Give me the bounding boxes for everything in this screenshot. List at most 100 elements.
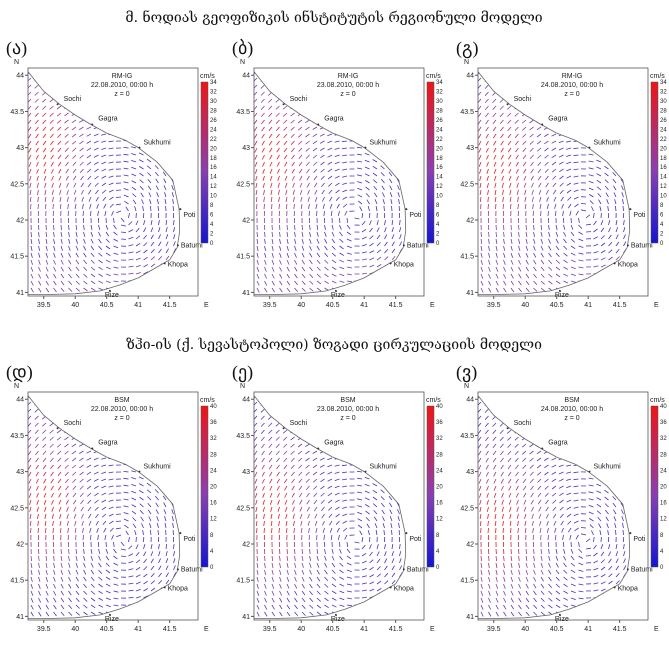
current-arrow bbox=[158, 530, 159, 535]
colorbar-tick-label: 36 bbox=[660, 420, 667, 426]
map-panel: (ბ)SochiGagraSukhumiPotiBatumiKhopaRize3… bbox=[232, 38, 443, 309]
colorbar-tick-label: 2 bbox=[660, 232, 664, 238]
colorbar-tick-label: 4 bbox=[210, 549, 214, 555]
city-dot bbox=[179, 532, 181, 534]
x-tick-label: 41.5 bbox=[613, 626, 627, 633]
colorbar-tick-label: 26 bbox=[210, 118, 217, 124]
y-tick-label: 42 bbox=[16, 542, 24, 549]
y-axis-label: N bbox=[464, 59, 469, 66]
depth-label: z = 0 bbox=[114, 91, 129, 98]
y-axis-label: N bbox=[14, 383, 19, 390]
colorbar-tick-label: 12 bbox=[210, 517, 217, 523]
colorbar-tick-label: 0 bbox=[210, 241, 214, 247]
x-tick-label: 40.5 bbox=[100, 302, 114, 309]
colorbar-tick-label: 10 bbox=[436, 194, 443, 200]
colorbar-tick-label: 26 bbox=[436, 118, 443, 124]
x-tick-label: 40.5 bbox=[550, 626, 564, 633]
y-tick-label: 43.5 bbox=[236, 109, 250, 116]
y-tick-label: 44 bbox=[242, 397, 250, 404]
section-title: ზჰი-ის (ქ. სევასტოპოლი) ზოგადი ცირკულაცი… bbox=[126, 336, 542, 353]
current-arrow bbox=[116, 197, 121, 198]
current-arrow bbox=[548, 535, 549, 540]
current-arrow bbox=[257, 204, 258, 209]
colorbar-tick-label: 16 bbox=[436, 501, 443, 507]
colorbar-tick-label: 26 bbox=[660, 118, 667, 124]
colorbar-tick-label: 14 bbox=[210, 175, 217, 181]
colorbar-tick-label: 36 bbox=[210, 420, 217, 426]
city-dot bbox=[57, 427, 59, 429]
y-tick-label: 44 bbox=[16, 397, 24, 404]
colorbar-tick-label: 28 bbox=[436, 108, 443, 114]
city-label: Sochi bbox=[514, 420, 532, 427]
colorbar-tick-label: 14 bbox=[436, 175, 443, 181]
current-arrow bbox=[158, 206, 159, 211]
city-dot bbox=[627, 568, 629, 570]
y-tick-label: 44 bbox=[242, 73, 250, 80]
colorbar-tick-label: 12 bbox=[660, 517, 667, 523]
y-tick-label: 42.5 bbox=[460, 181, 474, 188]
colorbar-tick-label: 0 bbox=[436, 241, 440, 247]
y-axis-label: N bbox=[14, 59, 19, 66]
y-tick-label: 44 bbox=[466, 73, 474, 80]
x-tick-label: 41 bbox=[360, 302, 368, 309]
colorbar-tick-label: 20 bbox=[436, 485, 443, 491]
y-tick-label: 43 bbox=[16, 469, 24, 476]
current-arrow bbox=[61, 225, 62, 230]
colorbar-tick-label: 22 bbox=[210, 137, 217, 143]
colorbar-tick-label: 2 bbox=[210, 232, 214, 238]
city-label: Gagra bbox=[98, 115, 118, 122]
colorbar-tick-label: 12 bbox=[210, 184, 217, 190]
colorbar-tick-label: 8 bbox=[436, 203, 440, 209]
date-label: 24.08.2010, 00:00 h bbox=[541, 406, 603, 413]
city-dot bbox=[164, 586, 166, 588]
colorbar-tick-label: 32 bbox=[436, 436, 443, 442]
x-tick-label: 41 bbox=[134, 302, 142, 309]
current-arrow bbox=[481, 232, 482, 237]
colorbar-tick-label: 20 bbox=[210, 146, 217, 152]
city-dot bbox=[364, 147, 366, 149]
current-arrow bbox=[287, 225, 288, 230]
colorbar-tick-label: 30 bbox=[436, 99, 443, 105]
city-label: Poti bbox=[183, 536, 196, 543]
colorbar-tick-label: 12 bbox=[660, 184, 667, 190]
city-label: Sukhumi bbox=[369, 464, 397, 471]
x-axis-label: E bbox=[654, 626, 659, 633]
x-axis-label: E bbox=[654, 302, 659, 309]
city-label: Gagra bbox=[324, 115, 344, 122]
y-axis-label: N bbox=[240, 383, 245, 390]
colorbar bbox=[651, 406, 658, 567]
city-label: Sochi bbox=[290, 96, 308, 103]
y-axis-label: N bbox=[240, 59, 245, 66]
colorbar-tick-label: 24 bbox=[210, 127, 217, 133]
colorbar-tick-label: 10 bbox=[660, 194, 667, 200]
current-arrow bbox=[519, 549, 520, 554]
y-tick-label: 41.5 bbox=[10, 254, 24, 261]
y-tick-label: 41 bbox=[242, 290, 250, 297]
colorbar-tick-label: 22 bbox=[660, 137, 667, 143]
y-axis-label: N bbox=[464, 383, 469, 390]
x-tick-label: 40 bbox=[521, 302, 529, 309]
y-tick-label: 41 bbox=[16, 614, 24, 621]
depth-label: z = 0 bbox=[340, 91, 355, 98]
city-dot bbox=[403, 568, 405, 570]
city-label: Gagra bbox=[548, 439, 568, 446]
colorbar-unit: cm/s bbox=[426, 397, 441, 404]
panel-label: (დ) bbox=[6, 362, 33, 383]
colorbar-tick-label: 40 bbox=[210, 404, 217, 410]
colorbar-tick-label: 0 bbox=[660, 241, 664, 247]
colorbar-unit: cm/s bbox=[426, 73, 441, 80]
colorbar-tick-label: 34 bbox=[210, 80, 217, 86]
current-arrow bbox=[548, 211, 549, 216]
colorbar bbox=[651, 82, 658, 243]
city-label: Sukhumi bbox=[593, 464, 621, 471]
date-label: 22.08.2010, 00:00 h bbox=[91, 406, 153, 413]
model-name: RM-IG bbox=[112, 73, 133, 80]
colorbar-tick-label: 20 bbox=[210, 485, 217, 491]
current-arrow bbox=[287, 549, 288, 554]
map-panel: (დ)SochiGagraSukhumiPotiBatumiKhopaRize3… bbox=[6, 362, 217, 633]
y-tick-label: 42 bbox=[466, 218, 474, 225]
city-label: Khopa bbox=[618, 585, 638, 592]
current-arrow bbox=[317, 211, 318, 216]
city-label: Poti bbox=[409, 536, 422, 543]
current-arrow bbox=[264, 204, 265, 209]
